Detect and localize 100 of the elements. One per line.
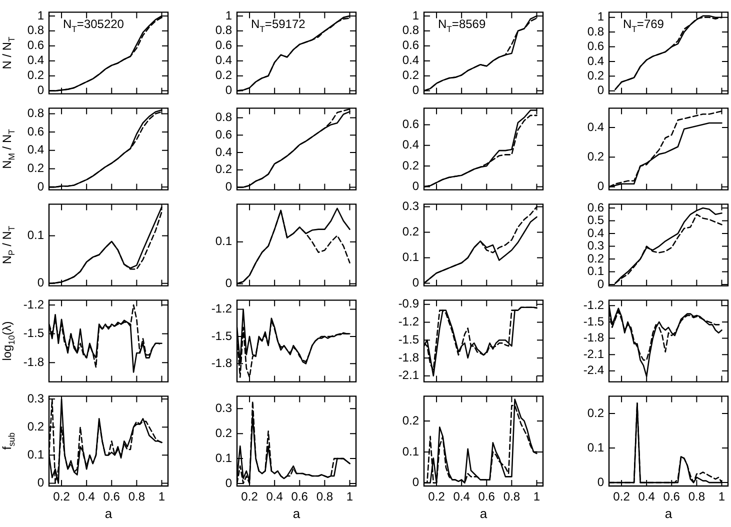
- y-tick-label: 0.6: [402, 38, 420, 52]
- y-tick-label: 0: [225, 476, 232, 490]
- y-tick-label: 0: [225, 180, 232, 194]
- y-tick-label: 0.4: [587, 54, 604, 68]
- x-tick-label: 0.6: [103, 490, 120, 504]
- x-axis-title: a: [664, 506, 673, 521]
- y-tick-label: 0: [597, 276, 604, 291]
- x-tick-label: 0.8: [503, 490, 520, 504]
- y-tick-label: 0.6: [215, 38, 232, 52]
- y-tick-label: -1.5: [583, 314, 604, 328]
- y-tick-label: 0.2: [587, 149, 604, 164]
- y-tick-label: 0.4: [215, 144, 232, 159]
- y-tick-label: 0.2: [27, 161, 44, 176]
- y-tick-label: 0.8: [402, 23, 420, 38]
- y-tick-label: -1.8: [23, 354, 44, 369]
- y-tick-label: 0: [37, 179, 44, 194]
- y-tick-label: 0.3: [587, 238, 604, 253]
- x-axis-title: a: [104, 506, 113, 521]
- y-tick-label: 0.4: [27, 142, 44, 157]
- y-tick-label: 0.2: [215, 68, 232, 82]
- y-tick-label: 0.1: [402, 250, 420, 264]
- y-tick-label: 0: [412, 475, 420, 490]
- y-tick-label: 0.2: [587, 406, 604, 420]
- y-tick-label: 0: [597, 474, 604, 489]
- y-tick-label: 0.1: [27, 447, 44, 462]
- y-tick-label: 0.2: [27, 419, 44, 434]
- x-tick-label: 0.4: [453, 490, 470, 504]
- x-tick-label: 1: [158, 490, 166, 504]
- y-tick-label: 0.8: [215, 23, 232, 38]
- x-tick-label: 1: [533, 490, 540, 504]
- x-tick-label: 0.2: [428, 490, 446, 504]
- y-axis-title: NM / NT: [0, 128, 17, 169]
- y-tick-label: 0.4: [27, 53, 44, 68]
- x-tick-label: 0.4: [638, 490, 656, 504]
- y-tick-label: 0.8: [27, 106, 44, 120]
- y-tick-label: 0.1: [587, 264, 604, 278]
- x-axis-title: a: [480, 506, 488, 521]
- y-tick-label: 0.8: [215, 110, 232, 124]
- y-tick-label: 0: [412, 276, 420, 290]
- y-tick-label: 0.1: [215, 450, 232, 465]
- y-tick-label: -1.2: [583, 298, 604, 312]
- y-tick-label: 0.2: [215, 426, 232, 440]
- y-tick-label: 0.6: [587, 200, 604, 214]
- y-tick-label: -0.9: [398, 296, 420, 311]
- y-tick-label: 0.6: [402, 117, 420, 132]
- y-tick-label: 0.2: [27, 68, 44, 82]
- y-tick-label: -1.8: [583, 330, 604, 345]
- y-tick-label: -2.1: [398, 368, 420, 382]
- y-tick-label: 0: [37, 476, 44, 490]
- y-tick-label: 0: [597, 83, 604, 98]
- y-tick-label: -1.8: [398, 350, 420, 364]
- y-tick-label: 0.2: [402, 158, 420, 172]
- x-tick-label: 0.4: [78, 490, 96, 504]
- y-axis-title: NP / NT: [0, 225, 17, 264]
- x-tick-label: 0.6: [663, 490, 680, 504]
- x-tick-label: 0.6: [478, 490, 496, 504]
- y-tick-label: 0.3: [27, 391, 44, 406]
- y-tick-label: 1: [37, 8, 44, 22]
- y-tick-label: 0.5: [587, 213, 604, 228]
- y-tick-label: 0.4: [402, 138, 420, 152]
- x-tick-label: 0.8: [128, 490, 146, 504]
- y-axis-title: fsub: [0, 432, 17, 450]
- x-axis-title: a: [292, 506, 301, 521]
- x-tick-label: 0.4: [266, 490, 284, 504]
- y-tick-label: -1.5: [211, 328, 232, 343]
- y-tick-label: 0.8: [587, 24, 604, 38]
- x-tick-label: 0.8: [688, 490, 706, 504]
- y-tick-label: 0.1: [402, 444, 420, 458]
- y-tick-label: -1.2: [398, 314, 420, 329]
- y-tick-label: 0.1: [215, 234, 232, 248]
- y-tick-label: 0: [412, 83, 420, 98]
- y-tick-label: 0.2: [402, 413, 420, 428]
- y-tick-label: 0.3: [215, 400, 232, 415]
- y-tick-label: 0.4: [587, 120, 604, 134]
- y-tick-label: 0.2: [402, 68, 420, 82]
- y-tick-label: -2.1: [583, 346, 604, 361]
- y-tick-label: 0.6: [587, 39, 604, 54]
- y-tick-label: -1.5: [398, 332, 420, 346]
- y-tick-label: 0: [37, 83, 44, 98]
- y-tick-label: -1.5: [23, 326, 44, 340]
- y-tick-label: 0.6: [215, 127, 232, 142]
- y-tick-label: 0: [412, 179, 420, 194]
- y-tick-label: 0.6: [27, 124, 44, 138]
- y-tick-label: 0.3: [402, 199, 420, 214]
- y-tick-label: 1: [225, 8, 232, 22]
- y-tick-label: -1.2: [23, 297, 44, 312]
- y-tick-label: 0.6: [27, 38, 44, 52]
- x-tick-label: 0.2: [613, 490, 630, 504]
- y-tick-label: 0.2: [402, 224, 420, 239]
- y-tick-label: 0.2: [587, 251, 604, 266]
- y-tick-label: -2.4: [583, 363, 604, 378]
- y-tick-label: -1.2: [211, 302, 232, 316]
- y-tick-label: 0.2: [215, 162, 232, 176]
- y-tick-label: -1.8: [211, 356, 232, 370]
- y-tick-label: 0: [37, 276, 44, 290]
- x-tick-label: 1: [346, 490, 354, 504]
- x-tick-label: 0.2: [241, 490, 258, 504]
- y-tick-label: 0.1: [27, 228, 44, 242]
- y-tick-label: 0: [225, 276, 232, 290]
- y-tick-label: 1: [597, 10, 604, 24]
